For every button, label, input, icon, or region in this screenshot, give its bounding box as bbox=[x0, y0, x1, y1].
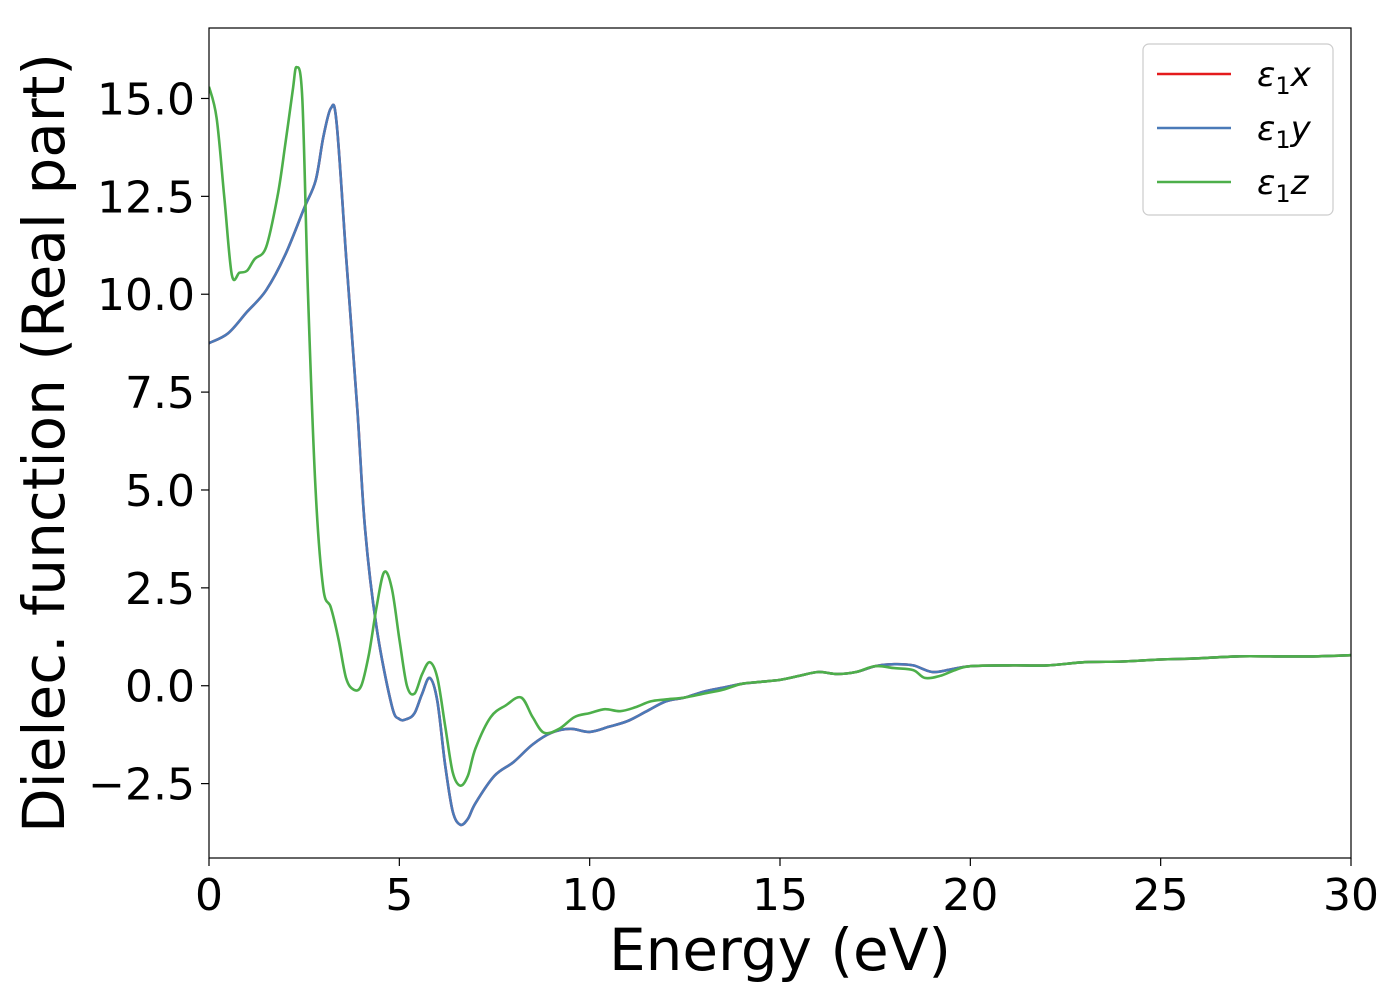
y-axis-title: Dielec. function (Real part) bbox=[10, 53, 78, 833]
y-tick-label: 2.5 bbox=[125, 564, 195, 615]
x-tick-label: 30 bbox=[1323, 870, 1379, 921]
y-tick-label: 10.0 bbox=[97, 270, 195, 321]
x-axis-title: Energy (eV) bbox=[609, 916, 951, 984]
series-line-z bbox=[209, 65, 1351, 787]
x-tick-label: 15 bbox=[752, 870, 808, 921]
legend-box bbox=[1142, 43, 1334, 216]
x-tick-label: 20 bbox=[942, 870, 998, 921]
plot-frame bbox=[208, 27, 1352, 859]
y-tick-label: 12.5 bbox=[97, 172, 195, 223]
x-tick-label: 5 bbox=[385, 870, 413, 921]
legend-label-x: ε1x bbox=[1257, 55, 1312, 100]
y-tick-label: 15.0 bbox=[97, 74, 195, 125]
y-tick-label: −2.5 bbox=[88, 760, 195, 811]
x-tick-label: 0 bbox=[195, 870, 223, 921]
series-layer bbox=[209, 65, 1351, 827]
y-tick-label: 7.5 bbox=[125, 368, 195, 419]
ticks-layer: 0 5 10 15 20 25 30 −2.5 0.0 2.5 5.0 7.5 10.0 12.5 15.0 bbox=[88, 74, 1379, 921]
y-tick-label: 5.0 bbox=[125, 466, 195, 517]
x-tick-label: 10 bbox=[562, 870, 618, 921]
y-tick-label: 0.0 bbox=[125, 662, 195, 713]
x-tick-label: 25 bbox=[1133, 870, 1189, 921]
